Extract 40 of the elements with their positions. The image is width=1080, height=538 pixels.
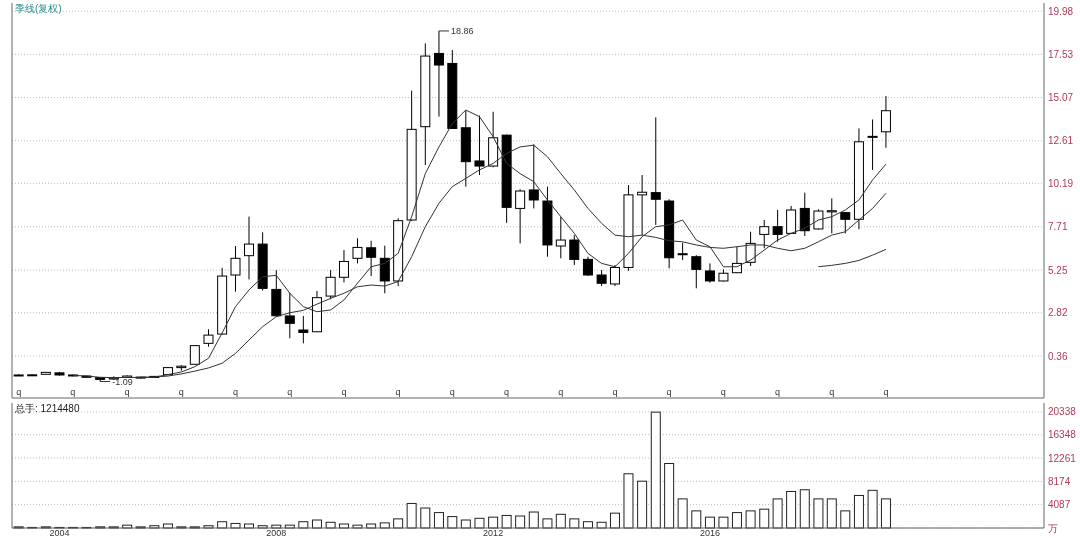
annotation: q bbox=[341, 387, 347, 397]
y-tick-label: 10.19 bbox=[1048, 177, 1074, 189]
annotation: q bbox=[829, 387, 835, 397]
x-tick-label: 2016 bbox=[699, 528, 720, 538]
annotation: -1.09 bbox=[112, 376, 133, 387]
annotation: q bbox=[178, 387, 184, 397]
annotation: q bbox=[720, 387, 726, 397]
annotation: q bbox=[449, 387, 455, 397]
x-tick-label: 2008 bbox=[266, 528, 287, 538]
annotation: q bbox=[558, 387, 564, 397]
annotation: q bbox=[395, 387, 401, 397]
annotation: q bbox=[70, 387, 76, 397]
annotation: 18.86 bbox=[450, 26, 474, 37]
y-tick-label: 20338 bbox=[1048, 406, 1077, 418]
chart-title: 总手: 1214480 bbox=[14, 403, 80, 414]
y-tick-label: 2.82 bbox=[1048, 307, 1068, 319]
y-tick-label: 0.36 bbox=[1048, 350, 1068, 362]
x-tick-label: 2012 bbox=[483, 528, 504, 538]
y-tick-label: 12261 bbox=[1048, 452, 1077, 464]
y-tick-label: 15.07 bbox=[1048, 92, 1074, 104]
y-tick-label: 8174 bbox=[1048, 475, 1071, 487]
y-tick-label: 12.61 bbox=[1048, 135, 1074, 147]
annotation: q bbox=[232, 387, 238, 397]
annotation: q bbox=[16, 387, 22, 397]
y-tick-label: 19.98 bbox=[1048, 5, 1074, 17]
annotation: q bbox=[504, 387, 510, 397]
annotation: q bbox=[883, 387, 889, 397]
y-tick-label: 万 bbox=[1048, 522, 1058, 534]
annotation: q bbox=[287, 387, 293, 397]
y-tick-label: 16348 bbox=[1048, 429, 1077, 441]
chart-title: 季线(复权) bbox=[15, 3, 62, 14]
y-tick-label: 17.53 bbox=[1048, 48, 1074, 60]
annotation: q bbox=[612, 387, 618, 397]
annotation: q bbox=[124, 387, 130, 397]
annotation: q bbox=[666, 387, 672, 397]
annotation: q bbox=[775, 387, 781, 397]
y-tick-label: 7.71 bbox=[1048, 221, 1068, 233]
x-tick-label: 2004 bbox=[49, 528, 70, 538]
y-tick-label: 5.25 bbox=[1048, 264, 1068, 276]
y-tick-label: 4087 bbox=[1048, 499, 1071, 511]
